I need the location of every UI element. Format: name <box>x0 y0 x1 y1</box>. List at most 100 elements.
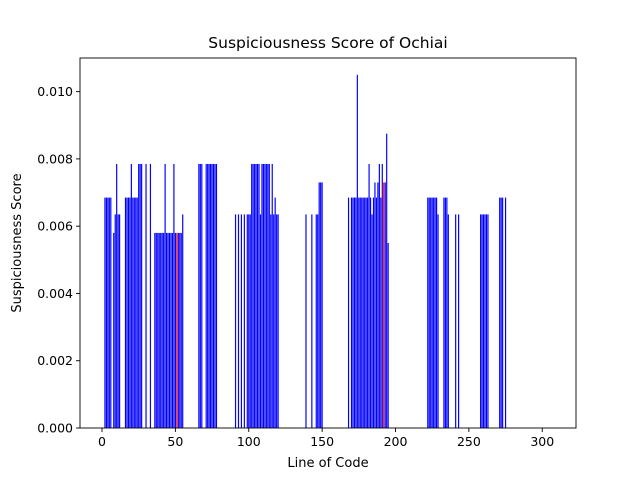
bar-line-179 <box>364 197 366 428</box>
bar-line-180 <box>365 197 367 428</box>
bar-line-74 <box>210 163 212 428</box>
plot-frame <box>79 57 577 429</box>
bar-line-95 <box>240 214 242 428</box>
bar-line-21 <box>132 197 134 428</box>
bar-line-186 <box>374 182 376 428</box>
bar-line-44 <box>165 232 168 428</box>
bar-line-55 <box>182 214 184 428</box>
bar-line-75 <box>211 163 213 428</box>
bar-line-259 <box>481 214 483 428</box>
bar-line-117 <box>273 214 275 428</box>
bar-line-91 <box>234 214 237 428</box>
bar-line-38 <box>157 232 159 428</box>
y-axis-label: Suspiciousness Score <box>10 173 25 312</box>
bar-line-68 <box>201 163 203 428</box>
bar-line-188 <box>377 182 379 428</box>
bar-line-73 <box>208 163 210 428</box>
bar-line-45 <box>167 232 169 428</box>
bar-line-272 <box>500 197 502 428</box>
bar-line-174 <box>356 74 358 428</box>
x-tick-label: 150 <box>310 434 334 449</box>
y-tick-label: 0.006 <box>37 219 73 234</box>
bar-line-22 <box>133 197 135 428</box>
bar-line-103 <box>252 163 254 428</box>
x-tick-label: 300 <box>530 434 554 449</box>
bar-line-106 <box>256 163 259 428</box>
bar-line-171 <box>352 197 354 428</box>
bar-line-222 <box>427 197 429 428</box>
bar-line-49 <box>173 163 175 428</box>
bar-line-111 <box>264 163 266 428</box>
bar-line-17 <box>126 197 128 428</box>
bar-line-93 <box>237 214 240 428</box>
bar-line-185 <box>372 197 375 428</box>
bar-line-168 <box>347 197 350 428</box>
x-tick-label: 200 <box>384 434 408 449</box>
bar-line-226 <box>433 197 435 428</box>
bar-line-271 <box>499 197 501 428</box>
bar-line-113 <box>267 163 269 428</box>
bar-line-236 <box>447 214 449 428</box>
bar-line-102 <box>251 163 253 428</box>
bar-line-175 <box>358 197 360 428</box>
bar-line-4 <box>107 197 109 428</box>
bar-line-109 <box>261 163 263 428</box>
bar-line-176 <box>359 197 361 428</box>
bar-line-5 <box>108 197 110 428</box>
bar-line-67 <box>199 163 201 428</box>
x-tick-label: 50 <box>167 434 183 449</box>
bar-line-178 <box>362 197 364 428</box>
bar-line-108 <box>259 214 262 428</box>
bar-line-181 <box>367 197 369 428</box>
bar-line-2 <box>104 197 106 428</box>
y-axis: 0.000 0.002 0.004 0.006 0.008 0.010 <box>37 84 80 436</box>
bar-line-107 <box>258 163 260 428</box>
bar-line-190 <box>380 197 382 428</box>
bar-line-33 <box>149 163 152 428</box>
bars-group <box>104 74 507 428</box>
x-tick-label: 0 <box>98 434 106 449</box>
bar-line-170 <box>350 197 353 428</box>
bar-line-189 <box>378 163 380 428</box>
bar-line-71 <box>205 163 207 428</box>
bar-line-143 <box>311 214 313 428</box>
bar-line-78 <box>215 163 218 428</box>
bar-line-262 <box>485 214 488 428</box>
bar-line-11 <box>117 214 119 428</box>
bar-line-25 <box>138 163 140 428</box>
bar-line-76 <box>212 163 215 428</box>
bar-line-182 <box>368 163 370 428</box>
bar-line-147 <box>317 214 319 428</box>
bar-line-148 <box>318 182 320 428</box>
bar-line-183 <box>369 197 372 428</box>
bar-line-12 <box>119 214 121 428</box>
bar-line-193 <box>384 182 386 428</box>
bar-line-50 <box>174 232 176 428</box>
bar-line-228 <box>436 197 438 428</box>
bar-line-149 <box>320 182 322 428</box>
y-tick-label: 0.002 <box>37 353 73 368</box>
bar-line-16 <box>124 197 127 428</box>
x-axis: 0 50 100 150 200 250 300 <box>98 428 554 449</box>
bar-line-114 <box>268 163 270 428</box>
bar-line-115 <box>270 214 272 428</box>
bar-line-191 <box>381 163 383 428</box>
bar-line-47 <box>170 232 172 428</box>
bar-line-105 <box>255 163 257 428</box>
bar-line-46 <box>168 232 171 428</box>
bar-line-177 <box>361 197 363 428</box>
bar-line-225 <box>431 197 433 428</box>
bar-line-19 <box>129 197 131 428</box>
bar-line-53 <box>179 232 181 428</box>
bar-line-195 <box>387 243 389 428</box>
bar-line-30 <box>145 163 147 428</box>
bar-line-41 <box>161 232 163 428</box>
y-tick-label: 0.008 <box>37 151 73 166</box>
bar-line-260 <box>482 214 485 428</box>
bar-line-223 <box>428 197 430 428</box>
bar-line-119 <box>276 214 278 428</box>
bar-line-261 <box>484 214 486 428</box>
bar-line-99 <box>246 214 248 428</box>
bar-line-18 <box>127 197 130 428</box>
